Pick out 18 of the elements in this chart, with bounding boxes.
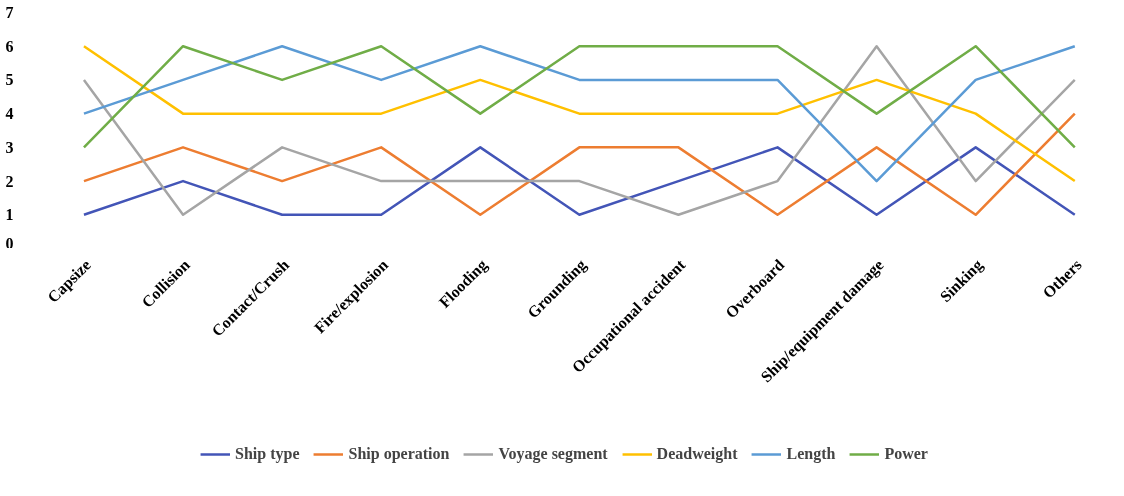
y-tick-label: 6 — [5, 37, 14, 55]
legend-label: Length — [786, 445, 836, 463]
y-tick-label: 7 — [5, 4, 14, 21]
line-series — [82, 44, 1077, 183]
legend-label: Power — [884, 445, 928, 463]
line-series — [82, 44, 1077, 217]
legend-label: Voyage segment — [498, 445, 608, 463]
legend-label: Ship operation — [348, 445, 450, 463]
y-tick-label: 2 — [5, 172, 14, 190]
legend-label: Deadweight — [656, 445, 738, 463]
line-series — [82, 44, 1077, 149]
legend-label: Ship type — [235, 445, 300, 463]
y-tick-label: 0 — [5, 234, 14, 252]
y-tick-label: 3 — [5, 138, 14, 156]
y-tick-label: 5 — [5, 71, 14, 89]
line-series — [82, 112, 1077, 217]
y-tick-label: 4 — [5, 105, 14, 123]
y-tick-label: 1 — [5, 206, 14, 224]
